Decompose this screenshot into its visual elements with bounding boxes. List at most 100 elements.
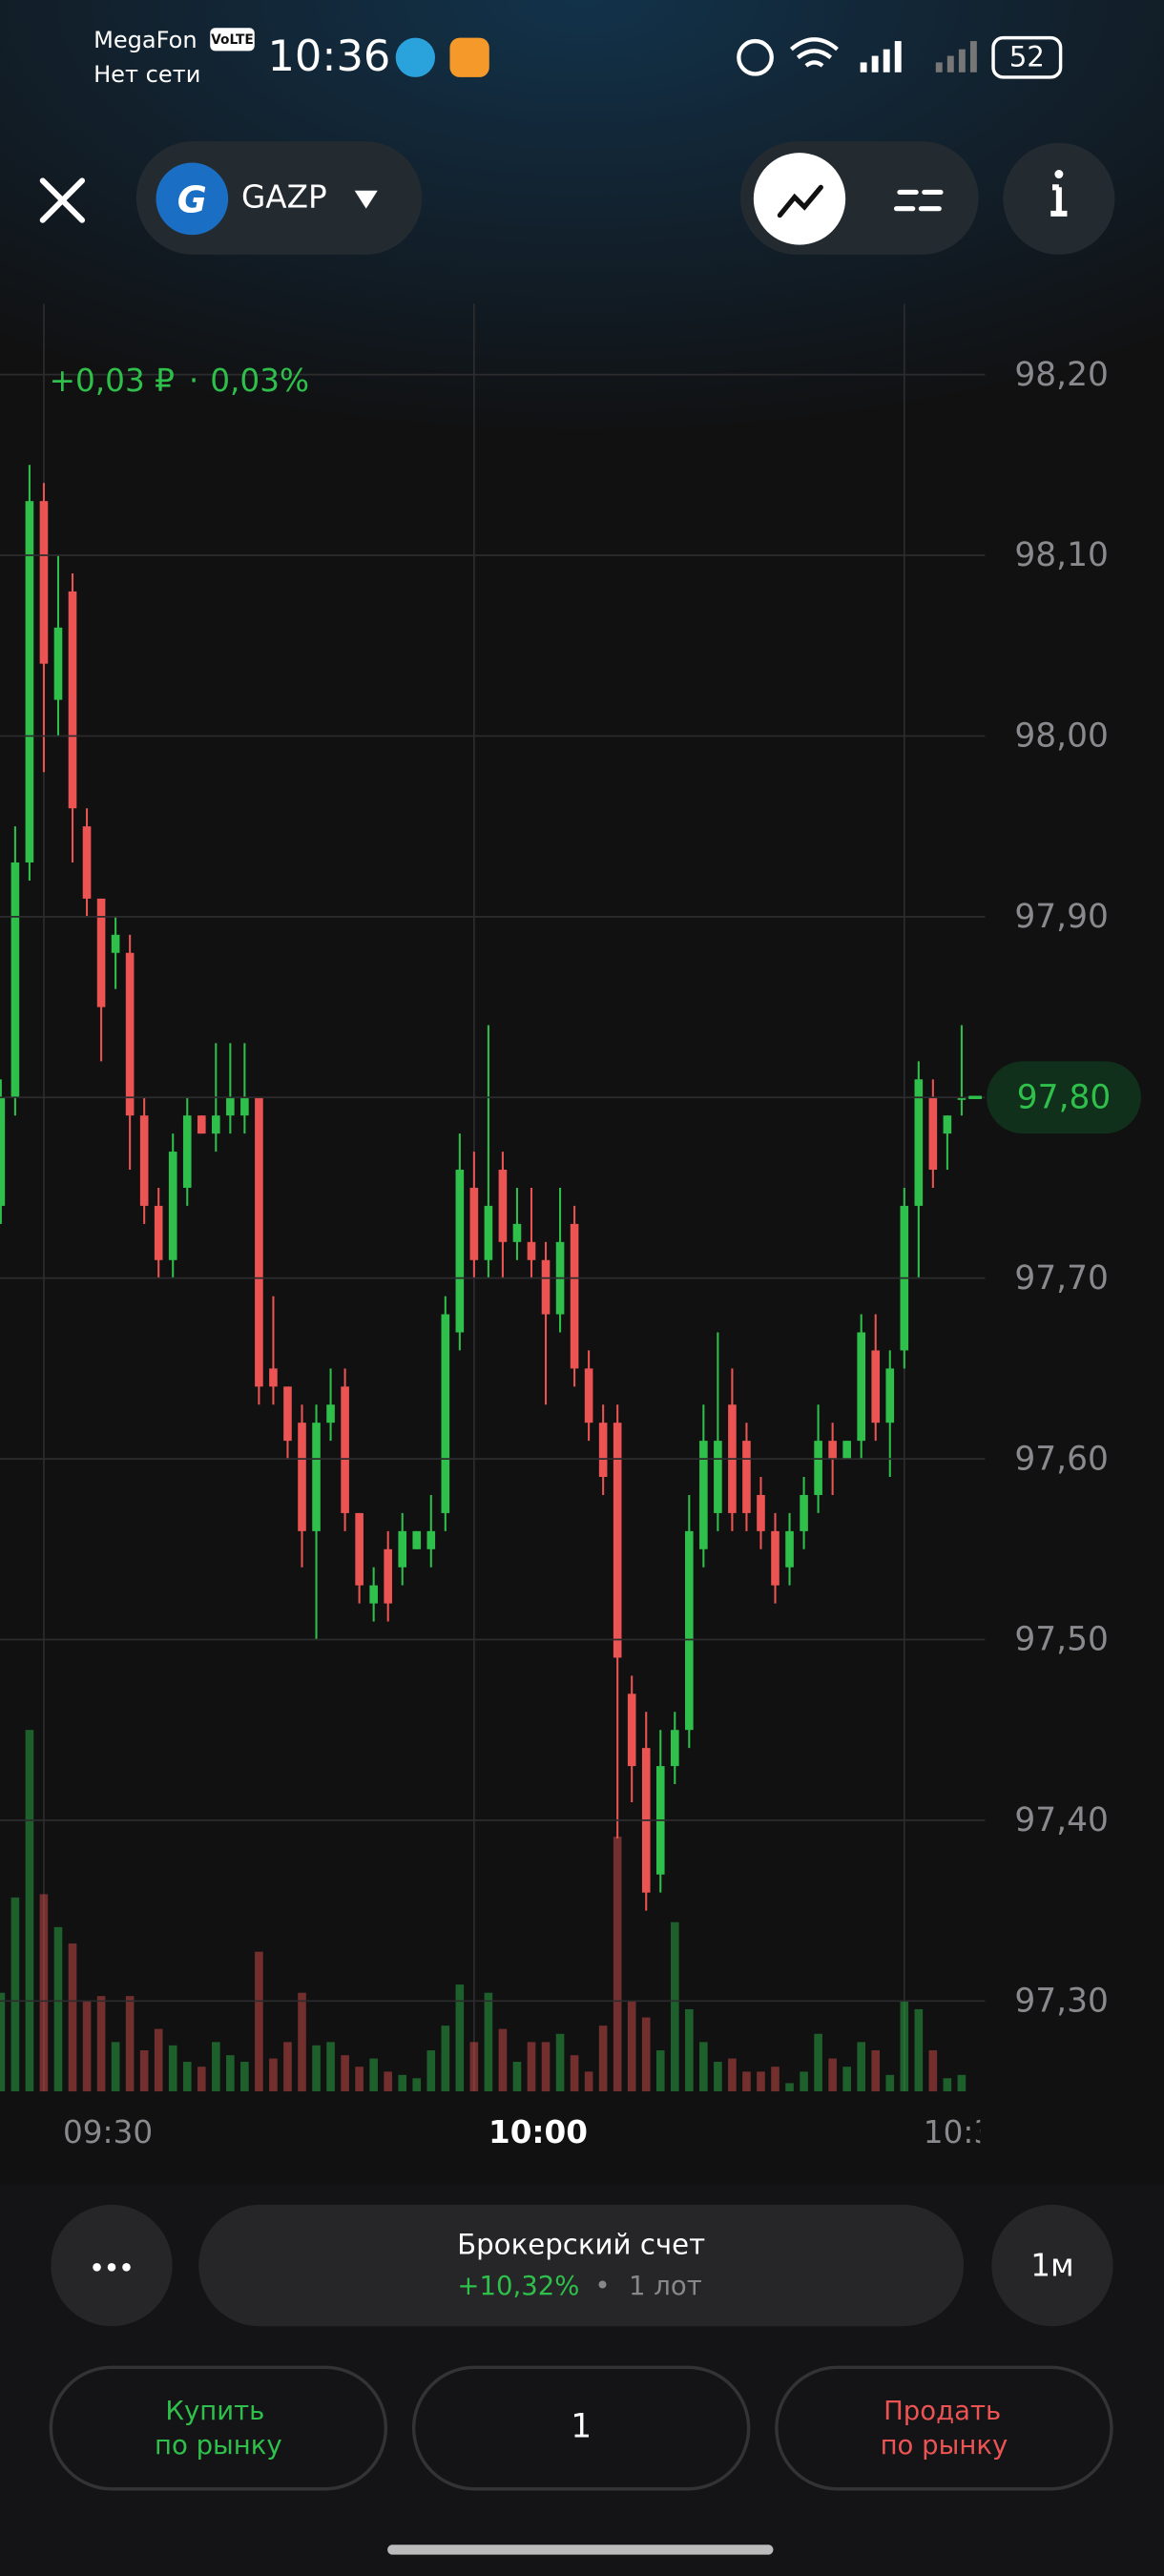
candle-body — [512, 1223, 522, 1242]
y-tick-label: 97,90 — [1014, 898, 1108, 936]
candle-body — [298, 1423, 306, 1531]
volume-bar — [255, 1951, 263, 2092]
volume-bar — [900, 2001, 909, 2092]
volume-bar — [742, 2071, 751, 2092]
quantity-input[interactable] — [411, 2365, 751, 2491]
candle-body — [800, 1494, 808, 1531]
x-tick-label: 10:00 — [488, 2114, 588, 2150]
candle-body — [742, 1441, 751, 1513]
volume-bar — [943, 2078, 952, 2092]
candle-body — [584, 1368, 593, 1423]
candle-body — [25, 501, 34, 863]
volume-bar — [570, 2055, 579, 2092]
volume-bar — [928, 2049, 938, 2092]
volume-bar — [584, 2071, 593, 2092]
buy-label: Купить — [165, 2396, 264, 2426]
buy-label: по рынку — [155, 2430, 282, 2461]
candle-body — [885, 1368, 895, 1423]
candle-body — [570, 1223, 579, 1369]
candle-body — [212, 1115, 220, 1134]
volume-bar — [441, 2025, 450, 2092]
candle-body — [627, 1693, 636, 1767]
volume-bar — [82, 2001, 92, 2092]
volume-bar — [96, 1996, 106, 2092]
chart: 09:30 10:00 10:30 98,20 98,10 98,00 97,90 97,80… — [0, 303, 1141, 2150]
dropdown-arrow — [354, 190, 378, 209]
ticker: GAZP — [241, 178, 327, 215]
volume-bar — [269, 2058, 278, 2092]
y-tick-label: 97,50 — [1014, 1621, 1108, 1659]
volume-bar — [25, 1730, 34, 2092]
y-tick-label: 97,70 — [1014, 1259, 1108, 1298]
volume-bar — [10, 1897, 20, 2092]
line-mode-icon — [777, 184, 823, 218]
candle-body — [441, 1314, 450, 1513]
volume-bar — [355, 2067, 364, 2092]
info-dot — [1054, 170, 1064, 179]
volume-bar — [369, 2058, 378, 2092]
quantity: 1 — [571, 2408, 592, 2446]
volume-bar — [541, 2042, 551, 2092]
candle-mode-icon[interactable] — [893, 189, 944, 212]
volume-bar — [685, 2008, 694, 2092]
sell-button[interactable] — [775, 2365, 1113, 2491]
volume-bar — [857, 2042, 865, 2092]
candle-body — [68, 591, 77, 809]
candle-body — [182, 1115, 192, 1188]
volume-bar — [240, 2062, 249, 2092]
volume-bar — [125, 1996, 135, 2092]
candle-body — [484, 1205, 493, 1260]
glow — [0, 0, 1164, 543]
volume-bar — [0, 1992, 6, 2092]
volume-bar — [226, 2055, 235, 2092]
volume-bar — [641, 2017, 651, 2092]
candle-body — [355, 1512, 364, 1586]
volume-bar — [469, 2042, 479, 2092]
candle-body — [39, 501, 49, 664]
volte-badge: VoLTE — [211, 32, 254, 48]
volume-bar — [326, 2042, 335, 2092]
last-price-pill — [987, 1061, 1141, 1134]
candle-body — [426, 1530, 436, 1549]
volume-bar — [484, 1992, 493, 2092]
candle-body — [842, 1441, 851, 1460]
volume-bar — [800, 2071, 808, 2092]
candle-body — [914, 1079, 924, 1206]
ticker-logo — [156, 162, 229, 236]
account-return: +10,32% — [457, 2271, 579, 2301]
candle-body — [871, 1350, 881, 1423]
account-name: Брокерский счет — [457, 2228, 705, 2260]
account-selector[interactable] — [198, 2204, 965, 2327]
volume-bar — [312, 2045, 321, 2092]
interval-button[interactable] — [991, 2204, 1113, 2327]
candle-body — [326, 1404, 335, 1423]
y-tick-label: 98,20 — [1014, 356, 1108, 394]
volume-bar — [498, 2028, 508, 2092]
candle-body — [469, 1187, 479, 1260]
buy-button[interactable] — [49, 2365, 388, 2491]
candle-body — [369, 1585, 378, 1604]
network: Нет сети — [94, 61, 200, 88]
separator: · — [189, 363, 198, 399]
sell-label: по рынку — [881, 2430, 1008, 2461]
candle-body — [412, 1530, 422, 1549]
candle-body — [598, 1423, 608, 1478]
carrier: MegaFon — [94, 27, 197, 53]
clock: 10:36 — [267, 31, 390, 81]
candle-body — [255, 1097, 263, 1387]
volume-bar — [341, 2055, 349, 2092]
volume-bar — [885, 2074, 895, 2092]
alarm-icon — [737, 38, 774, 76]
candle-body — [168, 1152, 177, 1260]
y-tick-label: 98,10 — [1014, 536, 1108, 574]
volume-bar — [168, 2045, 177, 2092]
volume-bar — [555, 2033, 565, 2092]
candle-body — [154, 1205, 163, 1260]
volume-bar — [398, 2074, 407, 2092]
volume-bar — [154, 2028, 163, 2092]
volume-bar — [914, 2008, 924, 2092]
close-button[interactable] — [39, 177, 86, 223]
volume-bar — [455, 1984, 465, 2092]
volume-bar — [728, 2058, 737, 2092]
candle-body — [699, 1441, 708, 1549]
